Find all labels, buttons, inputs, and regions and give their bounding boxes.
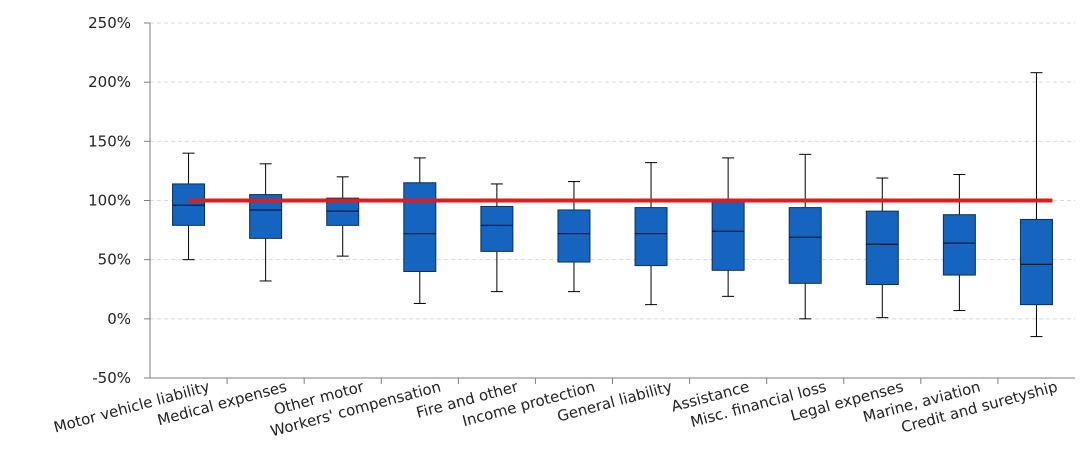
box-7 xyxy=(634,162,668,306)
interquartile-box xyxy=(403,182,437,272)
interquartile-box xyxy=(865,210,899,286)
box-10 xyxy=(865,177,899,319)
y-tick-label: 250% xyxy=(88,14,131,32)
box-9 xyxy=(788,153,822,320)
y-tick-label: -50% xyxy=(92,369,131,387)
box-5 xyxy=(480,183,514,293)
box-2 xyxy=(249,163,283,282)
box-11 xyxy=(942,173,976,312)
axes xyxy=(144,22,1075,384)
interquartile-box xyxy=(788,207,822,284)
box-1 xyxy=(172,152,206,261)
y-tick-label: 50% xyxy=(98,251,131,269)
gridlines xyxy=(150,22,1075,320)
box-4 xyxy=(403,157,437,304)
box-3 xyxy=(326,176,360,257)
y-tick-label: 200% xyxy=(88,73,131,91)
y-tick-labels: -50% 0% 50% 100% 150% 200% 250% xyxy=(88,14,131,387)
y-tick-label: 100% xyxy=(88,192,131,210)
interquartile-box xyxy=(711,201,745,271)
box-12 xyxy=(1019,72,1053,338)
box-8 xyxy=(711,157,745,297)
box-6 xyxy=(557,181,591,293)
interquartile-box xyxy=(480,205,514,252)
interquartile-box xyxy=(942,214,976,276)
interquartile-box xyxy=(1019,218,1053,306)
y-tick-label: 0% xyxy=(107,310,131,328)
interquartile-box xyxy=(557,209,591,263)
interquartile-box xyxy=(634,207,668,267)
boxes xyxy=(172,72,1053,338)
y-tick-label: 150% xyxy=(88,132,131,150)
